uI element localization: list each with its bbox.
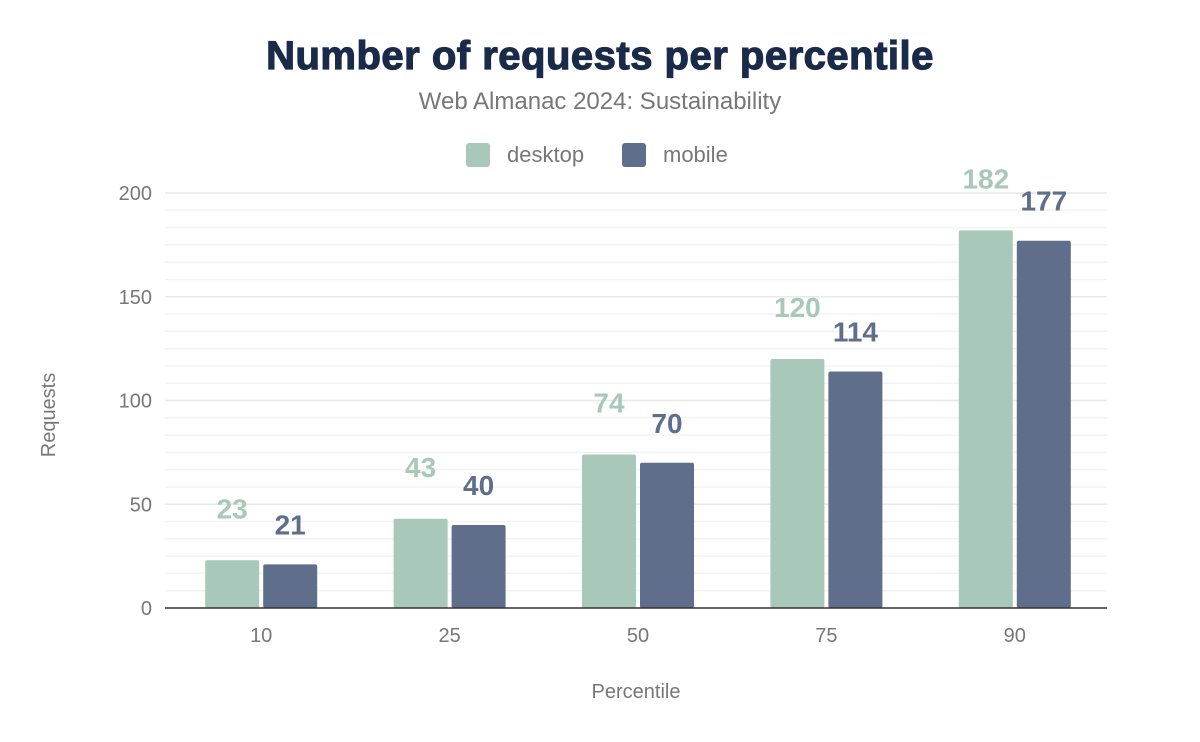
y-tick-label: 100 — [119, 391, 152, 413]
y-tick-label: 50 — [130, 494, 152, 516]
bar-desktop — [958, 230, 1013, 608]
data-label-desktop: 182 — [962, 163, 1009, 194]
data-label-desktop: 74 — [593, 387, 625, 418]
data-label-mobile: 177 — [1020, 186, 1067, 217]
data-label-desktop: 23 — [217, 493, 248, 524]
bar-mobile — [451, 525, 506, 608]
x-tick-label: 75 — [815, 625, 837, 647]
x-tick-label: 90 — [1004, 625, 1026, 647]
legend-label-desktop: desktop — [507, 142, 584, 167]
legend-swatch-mobile — [622, 143, 646, 167]
bar-mobile — [828, 371, 883, 608]
data-label-desktop: 43 — [405, 452, 436, 483]
bar-desktop — [770, 359, 825, 608]
data-label-mobile: 70 — [651, 408, 682, 439]
legend-label-mobile: mobile — [663, 142, 728, 167]
bar-mobile — [640, 462, 694, 608]
bar-desktop — [205, 560, 260, 608]
bar-desktop — [393, 518, 448, 608]
x-tick-label: 50 — [627, 625, 649, 647]
x-axis-title: Percentile — [592, 681, 681, 703]
legend-swatch-desktop — [466, 143, 490, 167]
data-label-desktop: 120 — [774, 292, 821, 323]
y-tick-label: 150 — [119, 287, 152, 309]
data-label-mobile: 114 — [833, 316, 879, 347]
chart-subtitle: Web Almanac 2024: Sustainability — [418, 88, 782, 115]
data-label-mobile: 21 — [275, 509, 306, 540]
y-axis-title: Requests — [38, 373, 60, 458]
bar-mobile — [1016, 240, 1071, 608]
bar-desktop — [582, 454, 636, 608]
y-tick-label: 0 — [141, 598, 152, 620]
chart-title: Number of requests per percentile — [265, 33, 934, 78]
bar-mobile — [263, 564, 318, 608]
data-label-mobile: 40 — [463, 470, 494, 501]
x-tick-label: 25 — [438, 625, 460, 647]
y-tick-label: 200 — [119, 183, 152, 205]
x-tick-label: 10 — [250, 625, 272, 647]
